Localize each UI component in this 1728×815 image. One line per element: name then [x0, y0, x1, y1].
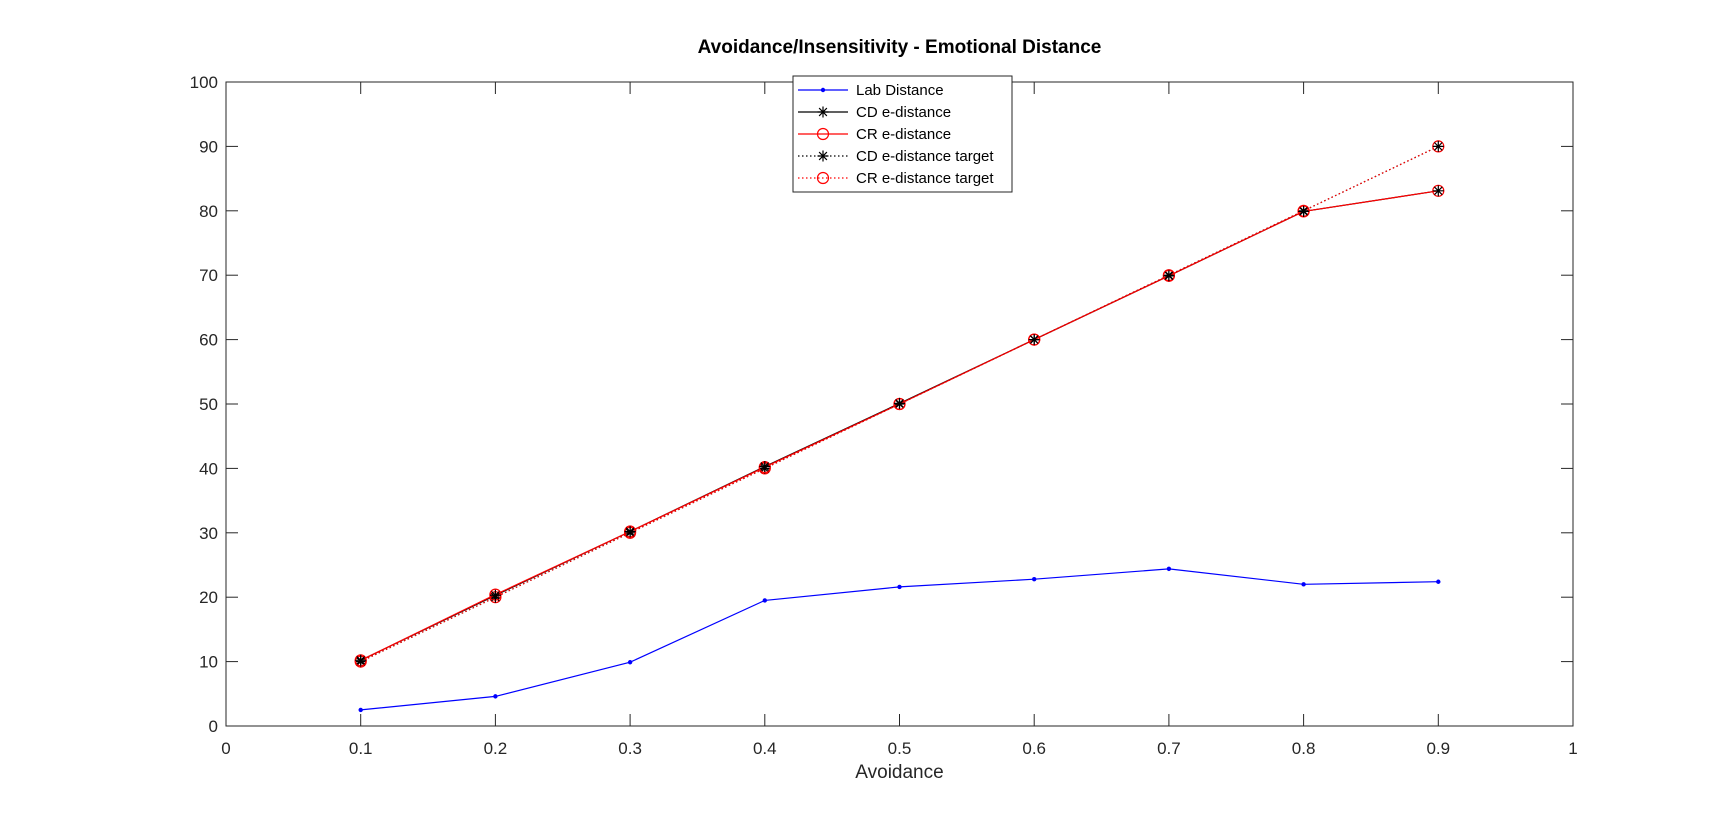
series-1-point-6: [1163, 270, 1175, 282]
series-1-point-5: [1028, 334, 1040, 346]
legend-marker-4: [816, 171, 830, 185]
x-tick-label: 0.7: [1157, 739, 1181, 758]
series-0-point-5: [1032, 576, 1037, 582]
series-0-point-4: [897, 584, 902, 590]
series-0-point-1: [493, 694, 498, 699]
y-tick-label: 90: [199, 137, 218, 156]
y-tick-label: 30: [199, 524, 218, 543]
x-axis-label: Avoidance: [855, 762, 943, 783]
y-tick-label: 20: [199, 588, 218, 607]
series-0-point-6: [1166, 566, 1172, 572]
series-0-point-3: [762, 598, 767, 603]
x-tick-label: 0.1: [349, 739, 373, 758]
x-tick-label: 0.6: [1022, 739, 1046, 758]
y-tick-label: 60: [199, 331, 218, 350]
y-tick-label: 70: [199, 266, 218, 285]
legend-entry-1: CD e-distance: [856, 104, 951, 121]
x-tick-label: 0.4: [753, 739, 777, 758]
y-tick-label: 80: [199, 202, 218, 221]
legend-entry-0: Lab Distance: [856, 82, 944, 99]
series-1-point-2: [624, 526, 636, 538]
legend-entry-3: CD e-distance target: [856, 148, 994, 165]
legend-marker-3: [817, 150, 829, 162]
legend-marker-0: [820, 87, 826, 93]
legend-entry-4: CR e-distance target: [856, 170, 994, 187]
y-tick-label: 40: [199, 459, 218, 478]
plot-layer: 0 0.1 0.2 0.3 0.4 0.5 0.6 0.7 0.8 0.9 101020304050…: [190, 73, 1578, 758]
x-tick-label: 0.2: [484, 739, 508, 758]
legend-entry-2: CR e-distance: [856, 126, 951, 143]
y-tick-label: 100: [190, 73, 218, 92]
legend-marker-1: [817, 106, 829, 118]
chart-title: Avoidance/Insensitivity - Emotional Dist…: [698, 37, 1102, 58]
series-1-point-1: [489, 589, 501, 601]
series-0-point-2: [627, 660, 633, 665]
series-3-point-8: [1432, 140, 1444, 152]
y-tick-label: 10: [199, 653, 218, 672]
series-1-point-3: [759, 460, 771, 472]
series-0-point-0: [358, 707, 363, 713]
legend: Lab Distance CD e-distance CR e-distance CD…: [792, 75, 1013, 193]
x-tick-label: 0.5: [888, 739, 912, 758]
series-0-point-7: [1301, 582, 1306, 587]
x-tick-label: 0.9: [1426, 739, 1450, 758]
x-tick-label: 1: [1568, 739, 1577, 758]
legend-marker-2: [816, 127, 830, 141]
series-1-point-0: [355, 654, 367, 666]
x-tick-label: 0.3: [618, 739, 642, 758]
x-tick-label: 0: [221, 739, 230, 758]
series-1-point-8: [1432, 185, 1444, 197]
series-1-point-7: [1298, 205, 1310, 217]
series-0-point-8: [1436, 579, 1441, 584]
y-tick-label: 0: [209, 717, 218, 736]
series-1-point-4: [894, 397, 905, 409]
x-tick-label: 0.8: [1292, 739, 1316, 758]
y-tick-label: 50: [199, 395, 218, 414]
